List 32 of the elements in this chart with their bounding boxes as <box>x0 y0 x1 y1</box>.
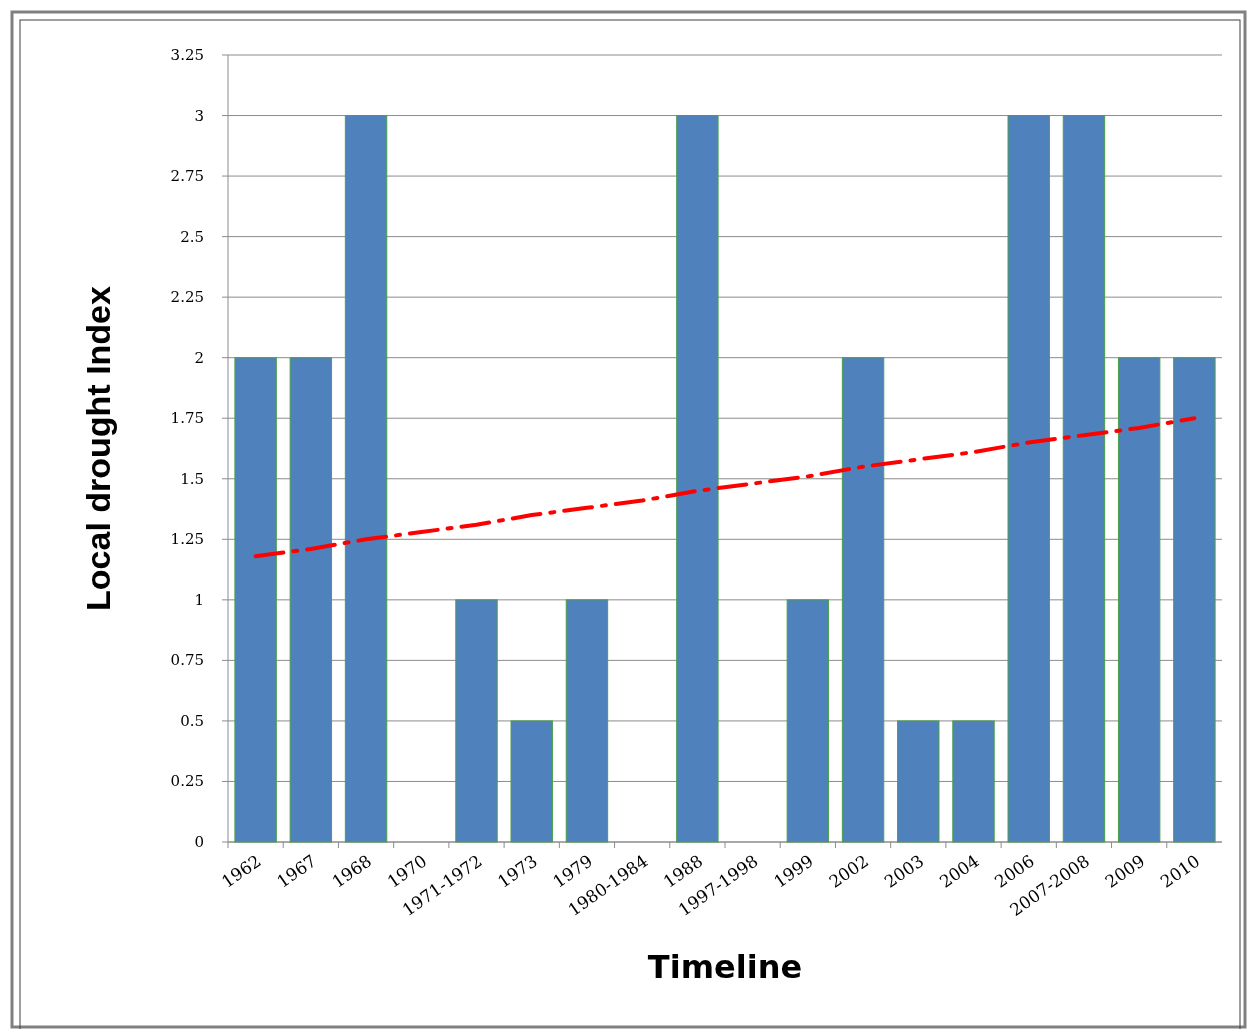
bar <box>897 720 940 843</box>
bar <box>1062 115 1106 843</box>
y-tick-label: 0 <box>194 833 204 851</box>
y-tick-label: 2.5 <box>180 227 204 246</box>
y-tick-label: 3.25 <box>170 46 204 64</box>
x-axis-title: Timeline <box>647 948 803 986</box>
y-tick-label: 0.75 <box>170 651 204 670</box>
y-tick-label: 1.5 <box>180 469 204 488</box>
y-tick-label: 3 <box>194 106 204 125</box>
y-tick-label: 1.75 <box>170 409 204 428</box>
bar <box>289 357 333 843</box>
y-tick-label: 1.25 <box>170 530 204 549</box>
bar <box>510 720 553 843</box>
bar <box>676 115 719 843</box>
bar <box>565 599 609 843</box>
bar <box>1173 357 1216 843</box>
bar <box>1007 115 1050 843</box>
line-series <box>253 416 1197 559</box>
bar <box>841 357 885 843</box>
bar <box>344 115 388 843</box>
bar <box>455 599 498 843</box>
bar <box>952 720 995 843</box>
y-tick-label: 1 <box>194 590 204 609</box>
bar <box>1117 357 1161 843</box>
bar <box>786 599 830 843</box>
y-tick-label: 0.5 <box>180 711 204 730</box>
y-tick-label: 0.25 <box>170 772 204 791</box>
y-tick-label: 2.25 <box>170 288 204 307</box>
bar <box>234 357 277 843</box>
y-tick-label: 2 <box>194 348 204 367</box>
y-axis-title: Local drought Index <box>79 285 117 611</box>
y-tick-label: 2.75 <box>170 167 204 186</box>
